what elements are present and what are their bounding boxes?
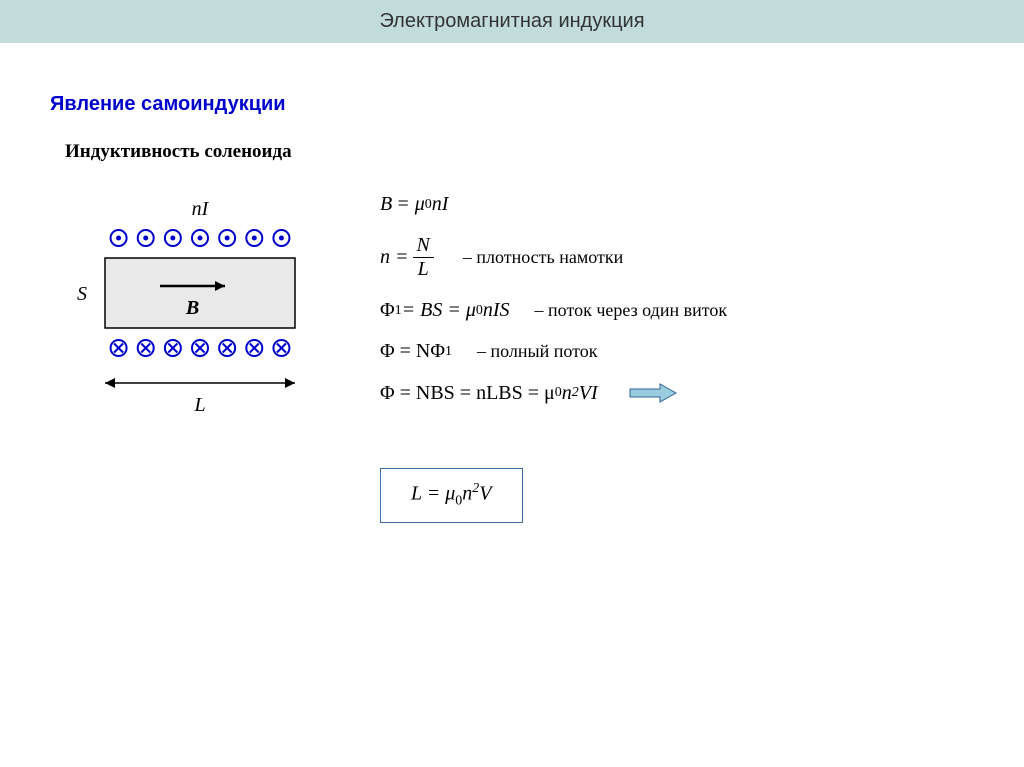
section-title: Явление самоиндукции [50, 93, 1024, 116]
boxed-a: L = μ [411, 483, 455, 505]
solenoid-svg: nI B S L [50, 193, 330, 453]
formula-B: B = μ0nI [380, 193, 727, 216]
page-header: Электромагнитная индукция [0, 0, 1024, 43]
fraction-n: N L [413, 234, 434, 281]
header-title: Электромагнитная индукция [379, 10, 644, 32]
svg-text:nI: nI [192, 198, 210, 220]
formula-phi-expanded: Φ = NBS = nLBS = μ0n2VI [380, 381, 727, 405]
f4-desc: – полный поток [477, 341, 598, 362]
formula-phi-total: Φ = NΦ1 – полный поток [380, 340, 727, 363]
result-box-wrap: L = μ0n2V [380, 468, 1024, 523]
f1-rhs-b: nI [432, 193, 449, 216]
solenoid-diagram: nI B S L [50, 193, 370, 453]
result-formula-box: L = μ0n2V [380, 468, 523, 523]
f5-b: n [562, 382, 572, 405]
f3-sub1: 1 [395, 303, 402, 319]
f5-a: Φ = NBS = nLBS = μ [380, 382, 555, 405]
f3-sub2: 0 [476, 303, 483, 319]
boxed-b: n [462, 483, 472, 505]
implies-arrow-icon [628, 381, 678, 405]
content-area: nIBSL B = μ0nI n = N L – плотность намот… [0, 193, 1024, 453]
f1-rhs-a: = μ [396, 193, 425, 216]
formula-phi1: Φ1 = BS = μ0nIS – поток через один виток [380, 299, 727, 322]
boxed-c: V [479, 483, 491, 505]
f5-sup: 2 [572, 385, 579, 401]
svg-text:L: L [193, 394, 205, 416]
svg-text:S: S [77, 283, 87, 305]
f5-c: VI [579, 382, 598, 405]
f4-sub: 1 [445, 344, 452, 360]
f3-b: = BS = μ [402, 299, 476, 322]
formula-n: n = N L – плотность намотки [380, 234, 727, 281]
f1-lhs: B [380, 193, 392, 216]
svg-text:B: B [185, 297, 199, 319]
f4-a: Φ = NΦ [380, 340, 445, 363]
f2-den: L [413, 258, 434, 281]
f2-lhs: n = [380, 246, 409, 269]
f2-desc: – плотность намотки [463, 247, 623, 268]
f3-a: Φ [380, 299, 395, 322]
f3-c: nIS [483, 299, 510, 322]
f1-sub: 0 [425, 197, 432, 213]
section-subtitle: Индуктивность соленоида [65, 141, 1024, 163]
f2-num: N [413, 234, 434, 258]
f5-sub: 0 [555, 385, 562, 401]
f3-desc: – поток через один виток [535, 300, 728, 321]
formula-column: B = μ0nI n = N L – плотность намотки Φ1 … [380, 193, 727, 423]
